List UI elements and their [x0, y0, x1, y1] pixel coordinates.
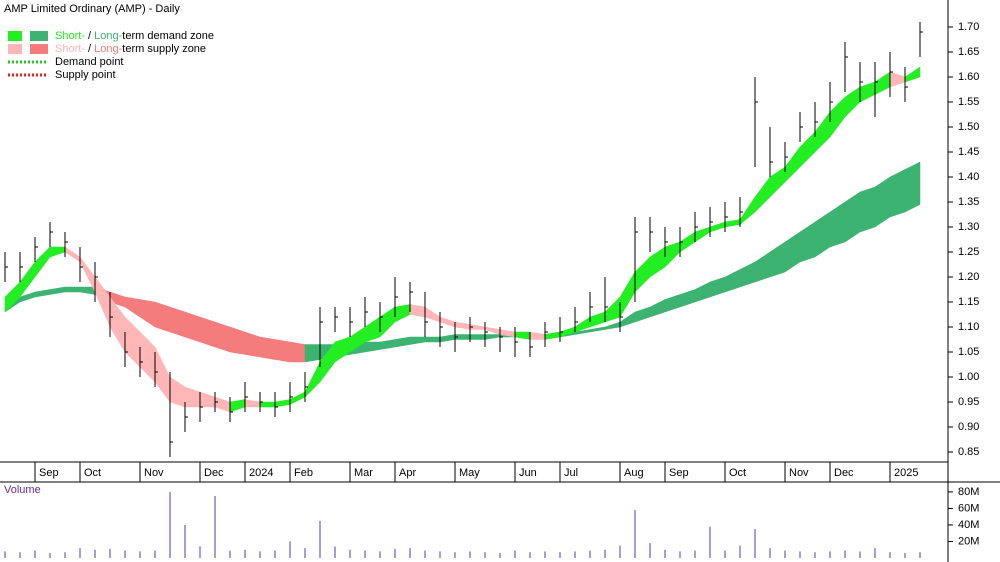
legend-label: Short- / Long-term supply zone — [55, 43, 206, 55]
y-tick-label: 0.85 — [958, 446, 979, 458]
y-tick-label: 1.55 — [958, 96, 979, 108]
y-tick-label: 1.70 — [958, 21, 979, 33]
legend-label: Demand point — [55, 56, 124, 68]
y-tick-label: 1.30 — [958, 221, 979, 233]
legend-text-part: term demand zone — [122, 30, 214, 42]
x-tick-label: Jun — [519, 467, 537, 479]
zone-segment — [904, 161, 921, 213]
y-tick-label: 1.10 — [958, 321, 979, 333]
legend-text-part: Long- — [94, 30, 122, 42]
x-tick-label: Apr — [399, 467, 416, 479]
legend-text-part: / — [85, 30, 94, 42]
x-tick-label: Nov — [789, 467, 809, 479]
x-tick-label: 2025 — [894, 467, 918, 479]
legend-text-part: Short- — [55, 30, 85, 42]
zone-segment — [274, 339, 291, 363]
x-tick-label: Sep — [39, 467, 59, 479]
legend-swatch — [8, 31, 22, 41]
x-tick-label: Dec — [204, 467, 224, 479]
y-tick-label: 1.20 — [958, 271, 979, 283]
zone-segment — [304, 344, 321, 363]
x-tick-label: Oct — [729, 467, 746, 479]
zone-segment — [859, 186, 876, 233]
x-tick-label: Jul — [564, 467, 578, 479]
legend-swatch — [30, 44, 48, 54]
y-tick-label: 1.05 — [958, 346, 979, 358]
x-tick-label: Dec — [834, 467, 854, 479]
legend-label: Short- / Long-term demand zone — [55, 30, 214, 42]
zone-segment — [214, 321, 231, 353]
zone-segment — [889, 169, 906, 218]
x-tick-label: Mar — [354, 467, 373, 479]
y-tick-label: 0.90 — [958, 421, 979, 433]
legend-swatch — [8, 44, 22, 54]
zone-segment — [259, 401, 276, 408]
volume-label: Volume — [4, 484, 41, 496]
y-tick-label: 1.65 — [958, 46, 979, 58]
volume-tick-label: 40M — [958, 519, 979, 531]
legend-text-part: Short- — [55, 43, 85, 55]
legend-text-part: / — [85, 43, 94, 55]
zone-segment — [469, 334, 486, 340]
x-tick-label: Oct — [84, 467, 101, 479]
y-tick-label: 1.45 — [958, 146, 979, 158]
zone-segment — [409, 304, 426, 318]
zone-segment — [64, 286, 81, 293]
zone-segment — [229, 326, 246, 355]
x-tick-label: May — [459, 467, 480, 479]
y-tick-label: 1.15 — [958, 296, 979, 308]
y-tick-label: 1.25 — [958, 246, 979, 258]
y-tick-label: 1.40 — [958, 171, 979, 183]
x-tick-label: Nov — [144, 467, 164, 479]
x-tick-label: Aug — [624, 467, 644, 479]
legend-text-part: Supply point — [55, 69, 116, 81]
y-tick-label: 1.35 — [958, 196, 979, 208]
y-tick-label: 1.00 — [958, 371, 979, 383]
zone-segment — [424, 336, 441, 343]
zone-segment — [184, 311, 201, 343]
volume-tick-label: 20M — [958, 535, 979, 547]
zone-segment — [169, 306, 186, 338]
y-tick-label: 1.60 — [958, 71, 979, 83]
chart-title: AMP Limited Ordinary (AMP) - Daily — [4, 3, 180, 15]
zone-segment — [289, 341, 306, 363]
y-tick-label: 0.95 — [958, 396, 979, 408]
legend-text-part: Long- — [94, 43, 122, 55]
zone-segment — [199, 316, 216, 348]
x-tick-label: Sep — [669, 467, 689, 479]
legend-text-part: Demand point — [55, 56, 124, 68]
legend-label: Supply point — [55, 69, 116, 81]
y-tick-label: 1.50 — [958, 121, 979, 133]
x-tick-label: Feb — [294, 467, 313, 479]
legend-swatch — [30, 31, 48, 41]
legend-text-part: term supply zone — [122, 43, 206, 55]
zones — [4, 66, 921, 413]
zone-segment — [259, 336, 276, 360]
volume-tick-label: 80M — [958, 486, 979, 498]
x-tick-label: 2024 — [249, 467, 273, 479]
volume-tick-label: 60M — [958, 502, 979, 514]
zone-segment — [154, 301, 171, 333]
